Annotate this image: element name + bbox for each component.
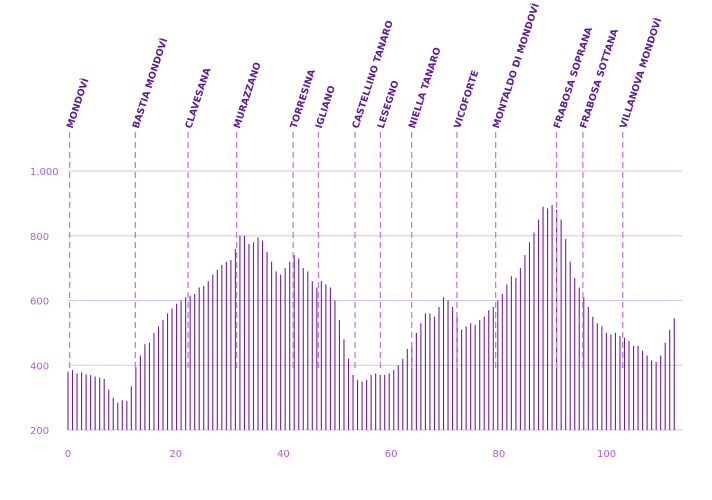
y-tick-label: 600 [30,297,49,308]
y-tick-label: 1.000 [30,167,59,178]
grid-lines [68,170,682,431]
town-label: VILLANOVA MONDOVÌ [617,16,664,130]
town-label: TORRESINA [289,68,319,130]
x-tick-label: 20 [169,449,182,460]
x-axis-ticks: 0 20 40 60 80 100 [65,449,616,460]
x-tick-label: 40 [277,449,290,460]
x-tick-label: 0 [65,449,71,460]
town-label: MURAZZANO [232,61,264,130]
town-label: LESEGNO [376,79,402,130]
town-label: MONTALDO DI MONDOVÌ [490,2,542,130]
town-label: IGLIANO [314,84,338,130]
y-tick-label: 400 [30,361,49,372]
x-tick-label: 60 [385,449,398,460]
town-label: CLAVESANA [183,66,213,130]
y-axis-ticks: 200 400 600 800 1.000 [30,167,59,437]
x-tick-label: 100 [597,449,616,460]
y-tick-label: 200 [30,426,49,437]
x-tick-label: 80 [493,449,506,460]
town-label: BASTIA MONDOVÌ [130,37,171,130]
town-label: VICOFORTE [452,69,481,130]
town-label: NIELLA TANARO [407,46,444,130]
elevation-bars [67,204,675,430]
town-label: MONDOVÌ [64,77,92,130]
y-tick-label: 800 [30,232,49,243]
